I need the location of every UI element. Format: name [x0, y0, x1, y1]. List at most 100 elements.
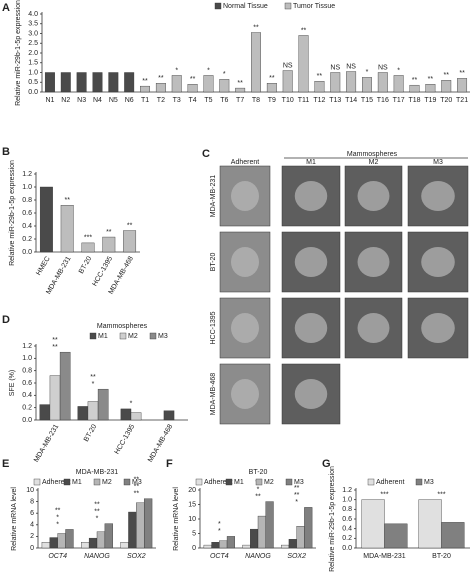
bar — [281, 544, 290, 549]
cell-cluster — [421, 181, 455, 211]
legend-label: Adherent — [42, 479, 70, 486]
x-tick-label: N3 — [77, 97, 86, 104]
legend-label: M3 — [294, 479, 304, 486]
y-tick-label: 10 — [26, 487, 34, 494]
group-title: Mammospheres — [347, 151, 398, 158]
significance: ** — [294, 492, 300, 499]
x-tick-label: BT-20 — [83, 423, 98, 443]
y-tick-label: 0.2 — [342, 535, 352, 542]
column-label: Adherent — [231, 159, 259, 166]
bar — [49, 537, 58, 549]
cell-cluster — [294, 247, 328, 277]
bar — [304, 507, 313, 549]
significance: * — [175, 67, 178, 74]
legend-label: M1 — [234, 479, 244, 486]
significance: ** — [134, 491, 140, 498]
bar — [330, 72, 341, 93]
y-tick-label: 0.6 — [22, 380, 32, 387]
legend-swatch — [225, 478, 233, 486]
x-tick-label: T3 — [173, 97, 181, 104]
bar — [203, 75, 214, 93]
significance: ** — [142, 78, 148, 85]
legend-swatch — [33, 478, 41, 486]
y-axis-label: Relative miR-29b-1-5p expression — [15, 0, 22, 106]
bar — [441, 522, 465, 549]
legend-label: Adherent — [204, 479, 232, 486]
cell-cluster — [294, 379, 328, 409]
bar — [97, 388, 109, 421]
bar — [296, 526, 305, 549]
x-tick-label: HCC-1395 — [92, 255, 115, 287]
y-tick-label: 4.0 — [28, 11, 38, 18]
y-tick-label: 5 — [192, 530, 196, 537]
bar — [104, 523, 113, 549]
cell-cluster — [294, 181, 328, 211]
cell-cluster — [357, 247, 390, 277]
y-tick-label: 10 — [188, 516, 196, 523]
cell-cluster — [421, 313, 455, 343]
legend-swatch — [415, 478, 423, 486]
significance: ** — [253, 24, 259, 31]
legend-label: M2 — [128, 333, 138, 340]
y-tick-label: 6 — [30, 510, 34, 517]
x-tick-label: T14 — [345, 97, 357, 104]
significance: * — [92, 381, 95, 388]
bar — [346, 71, 357, 93]
y-tick-label: 1.0 — [28, 69, 38, 76]
bar — [314, 81, 325, 93]
bar — [266, 83, 277, 93]
significance: ** — [237, 80, 243, 87]
bar — [211, 542, 220, 549]
legend-swatch — [89, 332, 97, 340]
x-tick-label: T16 — [377, 97, 389, 104]
bar — [282, 70, 293, 93]
x-tick-label: T7 — [236, 97, 244, 104]
y-tick-label: 0.2 — [22, 405, 32, 412]
x-tick-label: HCC-1395 — [114, 423, 137, 455]
legend-swatch — [284, 2, 292, 10]
cell-cluster — [231, 247, 259, 277]
panel-letter: A — [2, 2, 10, 14]
legend-label: Normal Tissue — [223, 3, 268, 10]
panel-letter: F — [166, 458, 173, 470]
chart-title: MDA-MB-231 — [76, 469, 119, 476]
x-tick-label: N4 — [93, 97, 102, 104]
y-tick-label: 0.4 — [22, 392, 32, 399]
bar — [136, 502, 145, 549]
legend-swatch — [123, 478, 131, 486]
bar — [39, 186, 53, 253]
significance: ** — [428, 76, 434, 83]
bar — [102, 236, 116, 253]
chart-title: BT-20 — [249, 469, 268, 476]
significance: * — [56, 521, 59, 528]
bar — [298, 35, 309, 93]
significance: ** — [301, 27, 307, 34]
significance: ** — [52, 344, 58, 351]
bar — [288, 539, 297, 549]
y-axis-label: Relative mRNA level — [11, 487, 18, 551]
bar — [235, 87, 246, 93]
x-tick-label: SOX2 — [127, 553, 146, 560]
significance: ** — [443, 72, 449, 79]
y-tick-label: 0.5 — [28, 79, 38, 86]
x-tick-label: SOX2 — [287, 553, 306, 560]
y-tick-label: 0.8 — [342, 506, 352, 513]
x-tick-label: T11 — [298, 97, 310, 104]
significance: ** — [52, 337, 58, 344]
x-tick-label: T8 — [252, 97, 260, 104]
bar — [219, 79, 230, 93]
significance: ** — [55, 507, 61, 514]
legend-swatch — [214, 2, 222, 10]
bar — [60, 204, 74, 253]
legend-label: M3 — [424, 479, 434, 486]
significance: * — [366, 69, 369, 76]
x-tick-label: T15 — [361, 97, 373, 104]
significance: * — [207, 67, 210, 74]
cell-cluster — [357, 181, 390, 211]
significance: ** — [255, 493, 261, 500]
y-tick-label: 0.8 — [22, 197, 32, 204]
x-tick-label: NANOG — [84, 553, 110, 560]
significance: * — [257, 486, 260, 493]
x-tick-label: T20 — [440, 97, 452, 104]
bar — [362, 77, 372, 93]
